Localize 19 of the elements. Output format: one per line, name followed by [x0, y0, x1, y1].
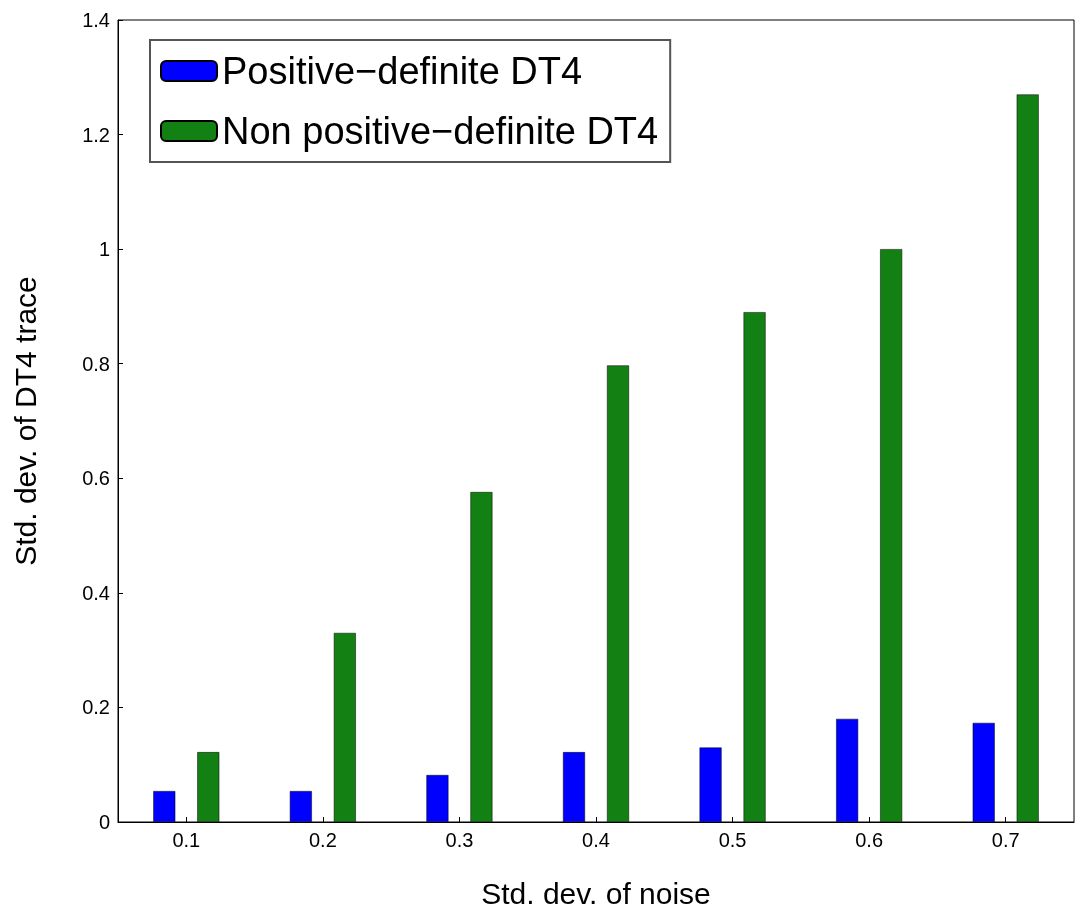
x-tick-label: 0.7: [991, 829, 1020, 851]
y-tick-label: 0: [98, 811, 110, 833]
x-tick-label: 0.1: [172, 829, 201, 851]
y-tick-label: 1.4: [82, 9, 110, 31]
y-tick-label: 0.4: [82, 581, 110, 604]
legend-label: Non positive−definite DT4: [222, 110, 659, 152]
y-tick-label: 1.2: [82, 123, 110, 146]
x-tick-label: 0.6: [855, 829, 884, 851]
y-tick-label: 0.6: [82, 467, 110, 490]
y-tick-label: 1: [98, 238, 110, 261]
legend-label: Positive−definite DT4: [222, 50, 583, 92]
x-tick-label: 0.3: [445, 829, 474, 851]
y-axis-title: Std. dev. of DT4 trace: [8, 276, 42, 566]
x-axis-title: Std. dev. of noise: [481, 876, 711, 910]
y-tick-label: 0.8: [82, 352, 110, 375]
x-tick-label: 0.4: [582, 829, 610, 851]
x-tick-label: 0.2: [308, 829, 337, 851]
y-tick-label: 0.2: [82, 696, 110, 719]
x-tick-label: 0.5: [718, 829, 747, 851]
